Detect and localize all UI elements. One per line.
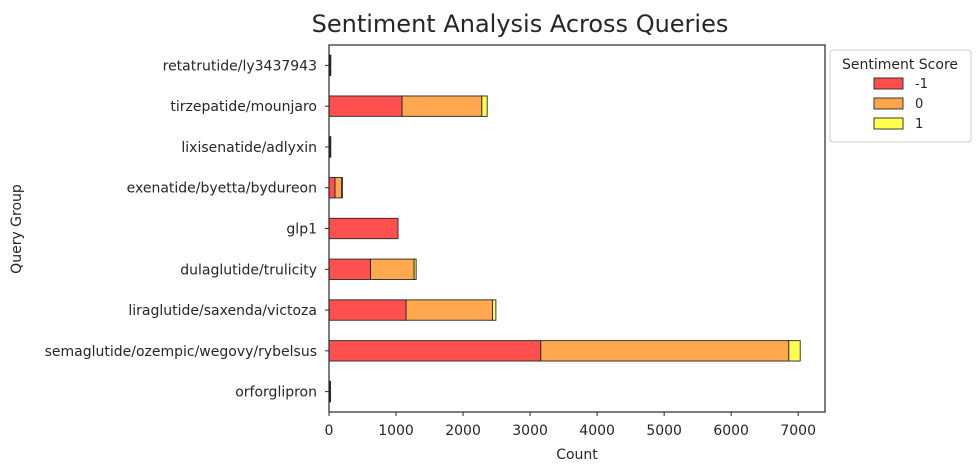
- x-tick-label: 2000: [445, 423, 481, 439]
- y-tick-label: lixisenatide/adlyxin: [181, 140, 317, 156]
- legend-swatch: [873, 97, 904, 110]
- legend-label: -1: [915, 77, 928, 92]
- bar-liraglutide-saxenda-victoza-series-1: [405, 299, 493, 321]
- x-tick-label: 7000: [780, 423, 816, 439]
- x-tick-labels: 0 1000 2000 3000 4000 5000 6000 7000: [325, 412, 816, 439]
- bar-exenatide-byetta-bydureon-series-1: [334, 177, 343, 199]
- legend-label: 1: [915, 117, 923, 132]
- y-axis-label: Query Group: [9, 184, 25, 274]
- bar-semaglutide-ozempic-wegovy-rybelsus-series-0: [328, 340, 542, 362]
- legend-label: 0: [915, 97, 923, 112]
- y-tick-label: dulaglutide/trulicity: [180, 262, 317, 278]
- x-axis-label: Count: [556, 447, 598, 463]
- bar-dulaglutide-trulicity-series-1: [370, 258, 415, 280]
- bar-tirzepatide-mounjaro-series-1: [401, 95, 483, 117]
- bar-lixisenatide-adlyxin-series-2: [329, 136, 332, 158]
- y-tick-label: semaglutide/ozempic/wegovy/rybelsus: [45, 344, 317, 360]
- bar-tirzepatide-mounjaro-series-2: [481, 95, 488, 117]
- bar-semaglutide-ozempic-wegovy-rybelsus-series-2: [788, 340, 801, 362]
- x-tick-label: 5000: [646, 423, 682, 439]
- bar-semaglutide-ozempic-wegovy-rybelsus-series-1: [540, 340, 790, 362]
- bar-retatrutide-ly3437943-series-2: [329, 54, 332, 77]
- bar-dulaglutide-trulicity-series-0: [328, 258, 372, 280]
- bar-liraglutide-saxenda-victoza-series-2: [492, 299, 497, 321]
- legend-frame: [829, 49, 972, 143]
- y-tick-label: retatrutide/ly3437943: [163, 58, 317, 74]
- legend-swatch: [873, 117, 904, 130]
- x-tick-label: 1000: [378, 423, 414, 439]
- bar-exenatide-byetta-bydureon-series-0: [328, 177, 336, 199]
- plot-frame: [328, 44, 826, 413]
- x-tick-label: 3000: [512, 423, 548, 439]
- bar-orforglipron-series-2: [329, 380, 332, 403]
- bar-glp1-series-0: [328, 217, 399, 240]
- y-tick-label: liraglutide/saxenda/victoza: [128, 303, 317, 319]
- bar-exenatide-byetta-bydureon-series-2: [341, 177, 343, 199]
- x-tick-label: 6000: [713, 423, 749, 439]
- bar-tirzepatide-mounjaro-series-0: [328, 95, 403, 117]
- bar-liraglutide-saxenda-victoza-series-0: [328, 299, 407, 321]
- legend-title: Sentiment Score: [842, 57, 958, 73]
- y-tick-label: orforglipron: [235, 385, 317, 401]
- y-tick-label: exenatide/byetta/bydureon: [127, 181, 317, 197]
- chart-title: Sentiment Analysis Across Queries: [312, 10, 729, 38]
- bars-group: [328, 54, 801, 403]
- x-tick-label: 0: [325, 423, 334, 439]
- x-tick-label: 4000: [579, 423, 615, 439]
- legend: Sentiment Score -1 0 1: [829, 49, 972, 143]
- bar-dulaglutide-trulicity-series-2: [413, 258, 417, 280]
- y-tick-label: glp1: [286, 222, 317, 238]
- legend-swatch: [873, 77, 904, 90]
- y-tick-labels: retatrutide/ly3437943 tirzepatide/mounjar…: [45, 58, 329, 401]
- legend-items: -1 0 1: [873, 77, 928, 132]
- y-tick-label: tirzepatide/mounjaro: [170, 99, 317, 115]
